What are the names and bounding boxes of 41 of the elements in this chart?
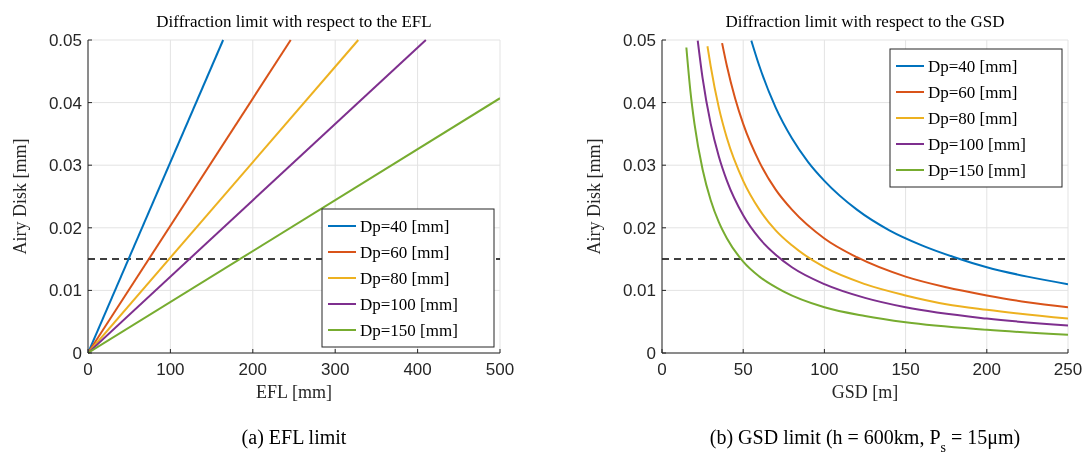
legend-label: Dp=60 [mm]	[360, 243, 450, 262]
y-tick-label: 0.03	[48, 156, 82, 176]
x-tick-label: 150	[891, 360, 920, 379]
line-series	[750, 39, 1068, 286]
y-axis-title: Airy Disk [mm]	[584, 138, 604, 255]
y-tick-label: 0.05	[48, 31, 82, 50]
legend-label: Dp=40 [mm]	[360, 217, 450, 236]
y-tick-label: 0.01	[622, 281, 656, 301]
x-tick-label: 300	[321, 360, 350, 379]
y-tick-label: 0.04	[622, 93, 656, 113]
legend-label: Dp=80 [mm]	[928, 109, 1018, 128]
y-tick-label: 0.04	[48, 93, 82, 113]
legend-label: Dp=150 [mm]	[928, 161, 1026, 180]
x-tick-label: 100	[810, 360, 839, 379]
text: (a) EFL limit	[241, 426, 347, 449]
legend-label: Dp=80 [mm]	[360, 269, 450, 288]
x-tick-label: 200	[238, 360, 267, 379]
x-axis-title: GSD [m]	[831, 382, 899, 402]
text: (b) GSD limit (h = 600km, P$_{s}$ = 15μm)	[709, 426, 1021, 452]
legend-label: Dp=60 [mm]	[928, 83, 1018, 102]
x-axis-title: EFL [mm]	[256, 382, 332, 402]
legend-label: Dp=100 [mm]	[928, 135, 1026, 154]
x-tick-label: 500	[485, 360, 515, 379]
y-tick-label: 0	[72, 344, 82, 363]
x-tick-label: 50	[733, 360, 753, 379]
chart-title: Diffraction limit with respect to the GSD	[725, 12, 1005, 31]
legend-label: Dp=40 [mm]	[928, 57, 1018, 76]
y-tick-label: 0	[646, 344, 656, 363]
y-tick-label: 0.01	[48, 281, 82, 301]
x-tick-label: 200	[972, 360, 1001, 379]
x-tick-label: 250	[1053, 360, 1083, 379]
y-tick-label: 0.02	[622, 218, 656, 238]
chart-title: Diffraction limit with respect to the EFL	[156, 12, 432, 31]
y-tick-label: 0.03	[622, 156, 656, 176]
y-axis-title: Airy Disk [mm]	[10, 138, 30, 255]
y-tick-label: 0.02	[48, 218, 82, 238]
legend-label: Dp=100 [mm]	[360, 295, 458, 314]
y-tick-label: 0.05	[622, 31, 656, 50]
legend-label: Dp=150 [mm]	[360, 321, 458, 340]
x-tick-label: 100	[156, 360, 185, 379]
x-tick-label: 400	[403, 360, 432, 379]
